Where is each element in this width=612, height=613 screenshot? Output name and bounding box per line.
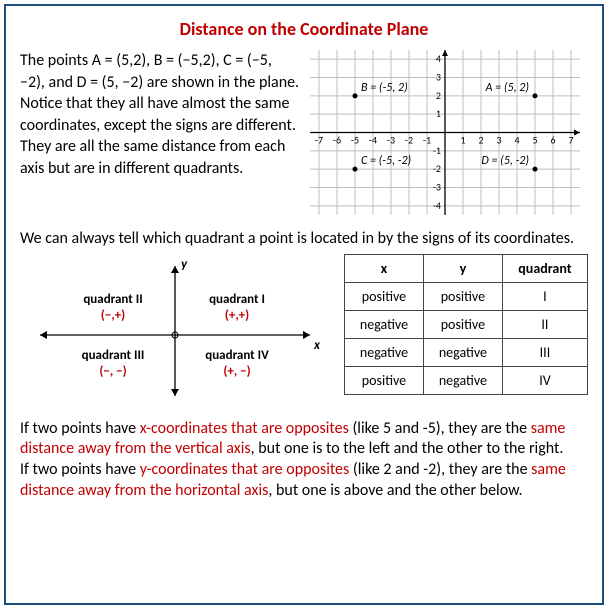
table-cell: positive	[345, 282, 424, 310]
svg-text:C = (-5, -2): C = (-5, -2)	[361, 154, 411, 168]
table-cell: III	[502, 338, 587, 366]
table-row: positivepositiveI	[345, 282, 588, 310]
table-cell: II	[502, 310, 587, 338]
svg-text:4: 4	[436, 52, 441, 65]
table-row: negativenegativeIII	[345, 338, 588, 366]
svg-text:-3: -3	[387, 134, 395, 147]
quadrant-paragraph: We can always tell which quadrant a poin…	[20, 228, 588, 250]
text: (like 2 and -2), they are the	[349, 460, 531, 479]
svg-text:quadrant II: quadrant II	[83, 292, 142, 307]
svg-text:B = (-5, 2): B = (-5, 2)	[361, 81, 408, 95]
quadrant-svg: x y quadrant I(+,+) quadrant II(−,+) quadran…	[20, 254, 330, 404]
svg-text:1: 1	[436, 107, 441, 120]
table-cell: positive	[345, 366, 424, 394]
quadrant-table: x y quadrant positivepositiveInegativepo…	[344, 254, 588, 395]
table-cell: negative	[345, 338, 424, 366]
svg-text:D = (5, -2): D = (5, -2)	[481, 154, 529, 168]
svg-text:7: 7	[568, 134, 573, 147]
svg-text:quadrant III: quadrant III	[82, 348, 145, 363]
text: , but one is to the left and the other t…	[251, 439, 564, 458]
svg-text:x: x	[313, 338, 321, 353]
conclusion-paragraph: If two points have x-coordinates that ar…	[20, 419, 588, 502]
text: If two points have	[20, 460, 140, 479]
lesson-container: Distance on the Coordinate Plane The poi…	[4, 4, 604, 605]
svg-text:-4: -4	[369, 134, 377, 147]
svg-text:(−, −): (−, −)	[99, 364, 126, 379]
th-x: x	[345, 254, 424, 282]
svg-text:(−,+): (−,+)	[101, 308, 125, 323]
svg-text:5: 5	[532, 134, 537, 147]
svg-text:-4: -4	[433, 199, 441, 212]
quadrant-table-wrap: x y quadrant positivepositiveInegativepo…	[344, 254, 588, 395]
svg-text:-2: -2	[433, 162, 441, 175]
svg-text:3: 3	[436, 71, 441, 84]
svg-text:y: y	[181, 257, 188, 272]
table-cell: negative	[345, 310, 424, 338]
table-cell: negative	[423, 366, 502, 394]
intro-paragraph: The points A = (5,2), B = (−5,2), C = (−…	[20, 50, 300, 220]
svg-text:(+,+): (+,+)	[225, 308, 249, 323]
svg-text:-2: -2	[405, 134, 413, 147]
table-cell: negative	[423, 338, 502, 366]
row-intro: The points A = (5,2), B = (−5,2), C = (−…	[20, 50, 588, 220]
coord-plane-chart: -7-6-5-4-3-2-11234567-4-3-2-11234A = (5,…	[310, 50, 588, 220]
text: If two points have	[20, 419, 140, 438]
page-title: Distance on the Coordinate Plane	[20, 18, 588, 40]
th-y: y	[423, 254, 502, 282]
table-row: negativepositiveII	[345, 310, 588, 338]
svg-text:1: 1	[460, 134, 465, 147]
svg-text:3: 3	[496, 134, 501, 147]
svg-text:-3: -3	[433, 181, 441, 194]
svg-text:-5: -5	[351, 134, 359, 147]
table-cell: IV	[502, 366, 587, 394]
table-cell: positive	[423, 310, 502, 338]
svg-text:2: 2	[436, 89, 441, 102]
svg-text:-7: -7	[315, 134, 323, 147]
highlight-x-opp: x-coordinates that are opposites	[140, 419, 349, 438]
svg-text:-6: -6	[333, 134, 341, 147]
row-quadrants: xyquadrant I(+,+)quadrant II(−,+)quadran…	[20, 254, 588, 409]
svg-text:quadrant I: quadrant I	[209, 292, 265, 307]
table-cell: positive	[423, 282, 502, 310]
table-cell: I	[502, 282, 587, 310]
table-header-row: x y quadrant	[345, 254, 588, 282]
svg-text:-1: -1	[433, 144, 441, 157]
svg-text:A = (5, 2): A = (5, 2)	[485, 81, 530, 95]
th-quadrant: quadrant	[502, 254, 587, 282]
svg-text:4: 4	[514, 134, 519, 147]
quadrant-diagram: x y quadrant I(+,+) quadrant II(−,+) quadran…	[20, 254, 330, 409]
svg-text:quadrant IV: quadrant IV	[205, 348, 269, 363]
text: (like 5 and -5), they are the	[349, 419, 531, 438]
table-row: positivenegativeIV	[345, 366, 588, 394]
coord-plane-svg: -7-6-5-4-3-2-11234567-4-3-2-11234A = (5,…	[310, 50, 580, 215]
text: , but one is above and the other below.	[268, 481, 522, 500]
svg-text:(+, −): (+, −)	[223, 364, 250, 379]
svg-text:-1: -1	[423, 134, 431, 147]
svg-text:6: 6	[550, 134, 555, 147]
svg-text:2: 2	[478, 134, 483, 147]
highlight-y-opp: y-coordinates that are opposites	[140, 460, 350, 479]
